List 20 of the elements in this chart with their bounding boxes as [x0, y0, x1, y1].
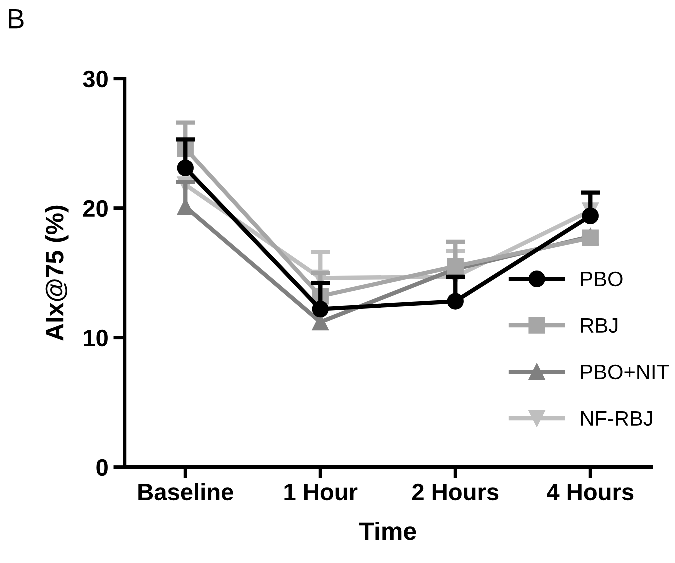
point [447, 258, 464, 275]
x-axis-title: Time [359, 522, 416, 540]
x-tick-label: 2 Hours [412, 484, 499, 501]
y-tick-label: 20 [83, 200, 108, 218]
x-tick-label: 4 Hours [547, 484, 634, 501]
x-tick-label: Baseline [138, 483, 234, 501]
y-tick-label: 0 [96, 459, 108, 476]
y-tick-label: 30 [83, 70, 108, 88]
legend-label: NF-RBJ [581, 412, 652, 426]
y-axis-title: AIx@75 (%) [45, 206, 69, 341]
legend-label: PBO [581, 272, 623, 287]
x-tick-label: 1 Hour [284, 484, 358, 501]
text: B [9, 9, 24, 29]
legend-label: RBJ [581, 318, 618, 334]
point [582, 208, 599, 224]
y-tick-label: 10 [84, 330, 108, 347]
legend-label: PBO+NIT [581, 364, 669, 380]
point [312, 300, 329, 318]
point [177, 160, 194, 176]
point [447, 293, 464, 310]
